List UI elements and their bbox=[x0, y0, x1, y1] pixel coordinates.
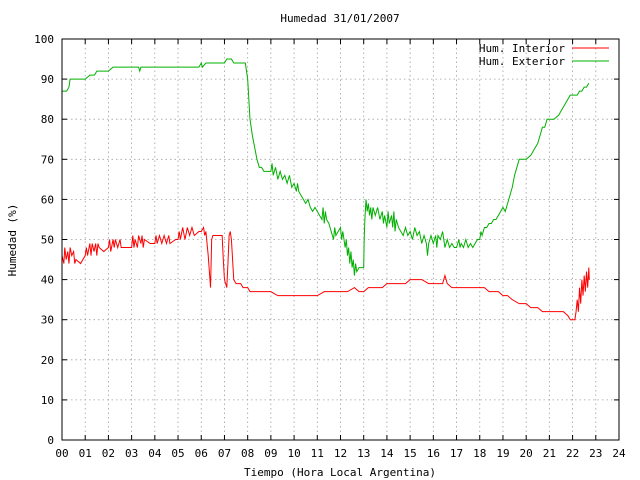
x-tick-label: 15 bbox=[404, 447, 417, 460]
y-tick-label: 0 bbox=[47, 434, 54, 447]
x-tick-label: 11 bbox=[311, 447, 324, 460]
x-tick-label: 22 bbox=[566, 447, 579, 460]
x-tick-label: 03 bbox=[125, 447, 138, 460]
chart-title: Humedad 31/01/2007 bbox=[280, 12, 399, 25]
x-tick-label: 21 bbox=[543, 447, 556, 460]
y-tick-label: 10 bbox=[41, 394, 54, 407]
grid bbox=[62, 39, 619, 440]
x-tick-label: 16 bbox=[427, 447, 440, 460]
x-tick-label: 06 bbox=[195, 447, 208, 460]
x-tick-label: 17 bbox=[450, 447, 463, 460]
series-line-hum-interior bbox=[61, 225, 590, 321]
tick-labels: 00 01 02 03 04 05 06 07 08 09 10 11 12 13 14 15 16 17 18 19… bbox=[34, 33, 626, 460]
x-tick-label: 23 bbox=[589, 447, 602, 460]
x-tick-label: 04 bbox=[148, 447, 162, 460]
x-tick-label: 13 bbox=[357, 447, 370, 460]
y-tick-label: 100 bbox=[34, 33, 54, 46]
x-tick-label: 24 bbox=[612, 447, 626, 460]
x-tick-label: 08 bbox=[241, 447, 254, 460]
legend-label: Hum. Interior bbox=[479, 42, 565, 55]
x-tick-label: 10 bbox=[287, 447, 300, 460]
y-tick-label: 50 bbox=[41, 234, 54, 247]
x-tick-label: 14 bbox=[380, 447, 394, 460]
y-tick-label: 30 bbox=[41, 314, 54, 327]
y-axis-label: Humedad (%) bbox=[6, 204, 19, 277]
x-tick-label: 09 bbox=[264, 447, 277, 460]
ticks bbox=[61, 38, 620, 441]
x-tick-label: 18 bbox=[473, 447, 486, 460]
x-tick-label: 19 bbox=[496, 447, 509, 460]
y-tick-label: 70 bbox=[41, 153, 54, 166]
x-tick-label: 12 bbox=[334, 447, 347, 460]
x-tick-label: 07 bbox=[218, 447, 231, 460]
y-tick-label: 90 bbox=[41, 73, 54, 86]
y-tick-label: 60 bbox=[41, 193, 54, 206]
series-line-hum-exterior bbox=[62, 58, 590, 276]
series-layer bbox=[61, 58, 590, 321]
y-tick-label: 20 bbox=[41, 354, 54, 367]
x-tick-label: 05 bbox=[171, 447, 184, 460]
x-tick-label: 20 bbox=[520, 447, 533, 460]
y-tick-label: 80 bbox=[41, 113, 54, 126]
x-tick-label: 00 bbox=[55, 447, 68, 460]
x-tick-label: 01 bbox=[79, 447, 92, 460]
x-tick-label: 02 bbox=[102, 447, 115, 460]
y-tick-label: 40 bbox=[41, 274, 54, 287]
x-axis-label: Tiempo (Hora Local Argentina) bbox=[244, 466, 436, 479]
legend-label: Hum. Exterior bbox=[479, 55, 565, 68]
